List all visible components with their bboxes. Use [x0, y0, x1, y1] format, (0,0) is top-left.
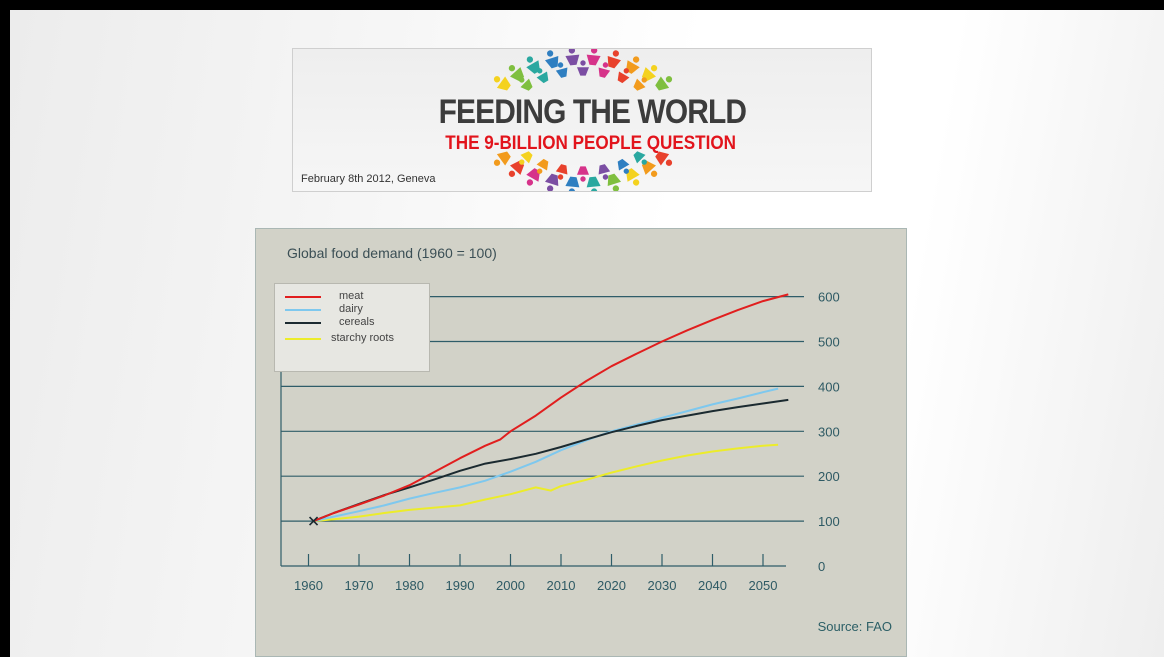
- x-tick-label-1980: 1980: [395, 578, 424, 593]
- person-figure-icon: [586, 49, 601, 66]
- person-figure-icon: [655, 76, 673, 91]
- legend-swatch-dairy: [285, 309, 321, 311]
- person-figure-icon: [598, 62, 611, 78]
- person-figure-icon: [577, 60, 589, 76]
- series-line-dairy: [313, 387, 779, 523]
- person-figure-icon: [607, 50, 622, 69]
- person-figure-icon: [633, 151, 647, 165]
- y-tick-label-300: 300: [818, 424, 840, 439]
- slide: FEEDING THE WORLD THE 9-BILLION PEOPLE Q…: [10, 10, 1164, 657]
- y-tick-label-0: 0: [818, 559, 825, 574]
- banner-title: FEEDING THE WORLD: [438, 93, 747, 131]
- person-figure-icon: [493, 76, 511, 91]
- y-tick-label-500: 500: [818, 335, 840, 350]
- person-figure-icon: [633, 77, 647, 91]
- legend-label-starchy-roots: starchy roots: [331, 332, 394, 344]
- person-figure-icon: [555, 62, 568, 78]
- event-banner: FEEDING THE WORLD THE 9-BILLION PEOPLE Q…: [292, 48, 872, 192]
- person-figure-icon: [536, 158, 549, 174]
- x-tick-label-2010: 2010: [547, 578, 576, 593]
- x-tick-label-2040: 2040: [698, 578, 727, 593]
- y-tick-label-200: 200: [818, 469, 840, 484]
- person-figure-icon: [565, 49, 580, 66]
- banner-subtitle: THE 9-BILLION PEOPLE QUESTION: [445, 133, 737, 154]
- food-demand-chart: 0 100 200 300 400 500 600 1960 1970 1980 1990 2000 2…: [255, 228, 907, 657]
- x-tick-label-2000: 2000: [496, 578, 525, 593]
- person-figure-icon: [519, 151, 533, 165]
- series-line-cereals: [313, 398, 789, 523]
- legend-label-dairy: dairy: [339, 303, 363, 315]
- origin-marker-b: [308, 516, 319, 526]
- person-figure-icon: [617, 158, 630, 174]
- person-figure-icon: [544, 173, 559, 191]
- legend-swatch-cereals: [285, 322, 321, 324]
- legend-item-dairy: dairy: [275, 303, 431, 317]
- chart-title: Global food demand (1960 = 100): [287, 245, 497, 261]
- series-line-meat: [313, 293, 789, 523]
- x-tick-label-1990: 1990: [446, 578, 475, 593]
- person-figure-icon: [544, 50, 559, 69]
- legend-label-meat: meat: [339, 290, 364, 302]
- y-tick-label-600: 600: [818, 290, 840, 305]
- people-ring-illustration: [493, 49, 673, 191]
- legend-swatch-starchy-roots: [285, 338, 321, 340]
- x-tick-label-2030: 2030: [648, 578, 677, 593]
- chart-canvas: 0 100 200 300 400 500 600 1960 1970 1980 1990 2000 2…: [280, 290, 840, 593]
- person-figure-icon: [526, 56, 540, 74]
- legend-label-cereals: cereals: [339, 316, 375, 328]
- person-figure-icon: [607, 173, 622, 191]
- x-tick-label-1960: 1960: [294, 578, 323, 593]
- series-line-starchy-roots: [313, 443, 779, 523]
- chart-source: Source: FAO: [817, 619, 892, 634]
- x-tick-label-2020: 2020: [597, 578, 626, 593]
- banner-date: February 8th 2012, Geneva: [301, 173, 436, 185]
- person-figure-icon: [493, 151, 511, 166]
- person-figure-icon: [536, 68, 549, 84]
- person-figure-icon: [565, 176, 580, 191]
- person-figure-icon: [519, 77, 533, 91]
- y-tick-label-100: 100: [818, 514, 840, 529]
- legend-swatch-meat: [285, 296, 321, 298]
- chart-legend: meat dairy cereals starchy roots: [274, 283, 430, 372]
- person-figure-icon: [598, 164, 611, 180]
- person-figure-icon: [617, 68, 630, 84]
- x-tick-label-2050: 2050: [749, 578, 778, 593]
- person-figure-icon: [655, 151, 673, 166]
- y-tick-label-400: 400: [818, 379, 840, 394]
- person-figure-icon: [526, 168, 540, 186]
- legend-item-cereals: cereals: [275, 316, 431, 330]
- person-figure-icon: [626, 56, 640, 74]
- legend-item-starchy-roots: starchy roots: [275, 332, 431, 346]
- person-figure-icon: [555, 164, 568, 180]
- x-tick-label-1970: 1970: [345, 578, 374, 593]
- person-figure-icon: [626, 168, 640, 186]
- person-figure-icon: [577, 166, 589, 182]
- person-figure-icon: [586, 176, 601, 191]
- legend-item-meat: meat: [275, 290, 431, 304]
